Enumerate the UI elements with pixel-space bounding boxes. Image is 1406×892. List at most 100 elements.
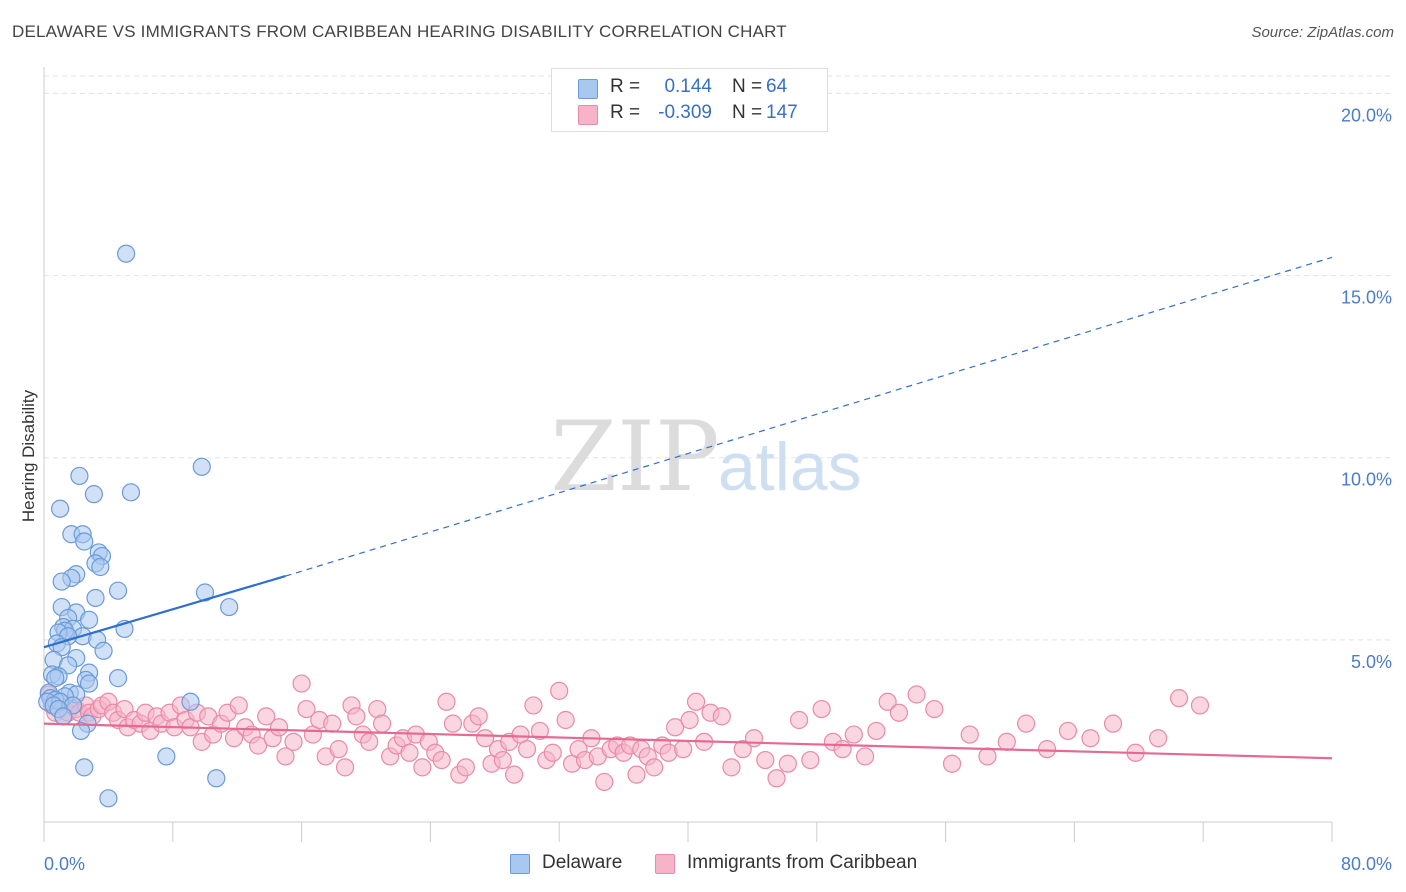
caribbean-point xyxy=(645,758,664,777)
caribbean-point xyxy=(1081,729,1100,748)
delaware-point xyxy=(70,466,89,486)
y-tick-label: 10.0% xyxy=(1341,470,1392,490)
caribbean-point xyxy=(844,725,863,744)
caribbean-point xyxy=(712,707,731,726)
caribbean-point xyxy=(550,681,569,700)
caribbean-point xyxy=(960,725,979,744)
caribbean-point xyxy=(257,707,276,726)
caribbean-point xyxy=(524,696,543,715)
caribbean-point xyxy=(595,772,614,792)
legend-label: Immigrants from Caribbean xyxy=(687,852,918,873)
caribbean-swatch xyxy=(578,105,598,125)
y-axis-label: Hearing Disability xyxy=(19,389,38,522)
trend-layer xyxy=(43,256,1333,760)
caribbean-point xyxy=(1190,696,1210,715)
caribbean-point xyxy=(297,699,316,719)
caribbean-point xyxy=(530,721,549,741)
caribbean-point xyxy=(744,729,764,748)
delaware-point xyxy=(207,769,226,788)
delaware-point xyxy=(99,789,118,808)
r-label: R = xyxy=(610,76,641,97)
delaware-point xyxy=(71,721,91,741)
caribbean-point xyxy=(456,758,475,777)
caribbean-point xyxy=(756,750,775,770)
delaware-point xyxy=(220,597,239,617)
r-value: 0.144 xyxy=(664,76,712,97)
y-tick-label: 20.0% xyxy=(1341,105,1392,125)
caribbean-point xyxy=(432,750,451,770)
stats-row-delaware: R = 0.144 N = 64 xyxy=(552,75,827,101)
n-label: N = xyxy=(732,102,763,123)
delaware-point xyxy=(79,674,99,693)
delaware-point xyxy=(54,707,73,726)
stats-legend: R = 0.144 N = 64 R = -0.309 N = 147 xyxy=(551,68,828,132)
stats-row-caribbean: R = -0.309 N = 147 xyxy=(552,101,827,127)
caribbean-point xyxy=(469,707,488,726)
caribbean-point xyxy=(249,736,268,755)
caribbean-point xyxy=(674,740,693,759)
caribbean-point xyxy=(335,758,355,777)
caribbean-swatch xyxy=(655,854,675,874)
caribbean-point xyxy=(329,740,348,759)
labels-layer: 5.0% 10.0% 15.0% 20.0% 0.0% 80.0% Hearing Disa… xyxy=(19,105,1392,874)
delaware-point xyxy=(117,244,136,263)
delaware-point xyxy=(121,483,141,502)
caribbean-point xyxy=(229,696,248,715)
caribbean-point xyxy=(686,692,706,711)
caribbean-point xyxy=(400,743,419,762)
caribbean-point xyxy=(789,710,809,730)
watermark-atlas: atlas xyxy=(718,429,862,505)
caribbean-trend-line xyxy=(43,722,1333,760)
caribbean-point xyxy=(443,714,463,733)
delaware-point xyxy=(75,758,94,777)
caribbean-point xyxy=(347,707,366,726)
caribbean-point xyxy=(360,732,379,751)
caribbean-point xyxy=(733,740,752,759)
legend-label: Delaware xyxy=(542,852,623,873)
caribbean-point xyxy=(833,740,852,759)
caribbean-point xyxy=(627,765,646,784)
caribbean-point xyxy=(666,718,685,737)
caribbean-point xyxy=(907,685,926,704)
n-label: N = xyxy=(732,76,763,97)
caribbean-point xyxy=(889,703,909,722)
caribbean-point xyxy=(476,729,495,748)
caribbean-point xyxy=(1058,721,1078,741)
delaware-point xyxy=(84,485,104,504)
caribbean-point xyxy=(269,718,289,737)
caribbean-point xyxy=(1016,714,1036,733)
caribbean-point xyxy=(925,699,944,719)
caribbean-point xyxy=(1103,714,1123,733)
watermark-zip: ZIP xyxy=(550,401,719,513)
caribbean-point xyxy=(276,747,295,766)
delaware-point xyxy=(108,669,128,688)
delaware-point xyxy=(195,583,215,602)
delaware-trend-extension xyxy=(285,256,1333,577)
caribbean-point xyxy=(997,732,1016,751)
delaware-trend-line xyxy=(43,575,286,649)
caribbean-point xyxy=(867,721,886,741)
caribbean-point xyxy=(373,714,392,733)
delaware-point xyxy=(157,747,176,766)
caribbean-point xyxy=(543,743,562,762)
r-label: R = xyxy=(610,102,641,123)
delaware-point xyxy=(94,641,113,660)
points-layer xyxy=(38,244,1210,808)
caribbean-point xyxy=(1037,740,1057,759)
x-tick-label-max: 80.0% xyxy=(1341,854,1392,874)
caribbean-point xyxy=(284,732,303,751)
caribbean-point xyxy=(680,710,699,730)
caribbean-point xyxy=(413,758,432,777)
caribbean-point xyxy=(292,674,311,693)
caribbean-point xyxy=(493,750,512,770)
y-tick-label: 5.0% xyxy=(1351,652,1392,672)
delaware-point xyxy=(181,692,200,711)
caribbean-point xyxy=(778,754,797,773)
caribbean-point xyxy=(978,747,997,766)
n-value: 64 xyxy=(766,76,788,97)
y-tick-label: 15.0% xyxy=(1341,288,1392,308)
delaware-swatch xyxy=(578,79,598,99)
caribbean-point xyxy=(556,710,575,730)
grid-layer xyxy=(44,75,1392,641)
